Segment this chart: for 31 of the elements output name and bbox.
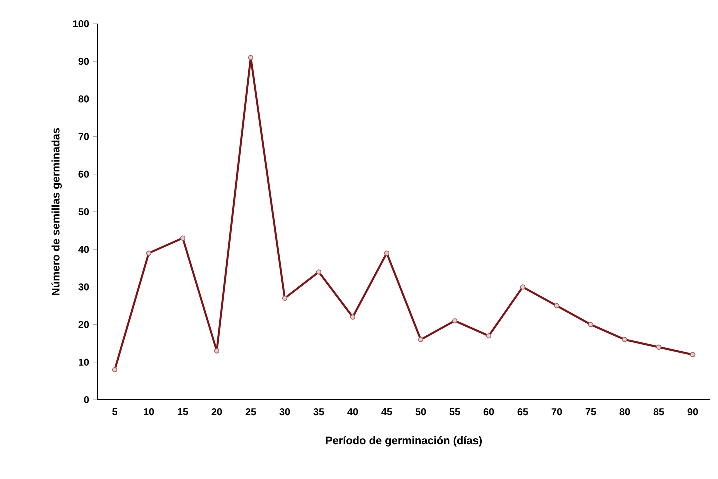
x-tick-label: 80 xyxy=(620,408,630,416)
x-tick-label: 90 xyxy=(688,408,698,416)
y-tick-label: 30 xyxy=(78,284,90,291)
y-axis-title: Número de semillas germinadas xyxy=(52,128,62,296)
x-tick-label: 20 xyxy=(212,408,222,416)
x-tick-label: 85 xyxy=(654,408,664,416)
y-tick-label: 10 xyxy=(79,358,90,366)
y-tick-label: 90 xyxy=(78,58,90,66)
y-tick-label: 0 xyxy=(84,396,90,404)
x-tick-label: 60 xyxy=(484,408,494,416)
x-tick-label: 55 xyxy=(450,408,460,416)
y-tick-label: 20 xyxy=(78,321,90,328)
x-tick-label: 65 xyxy=(518,408,528,416)
x-tick-label: 40 xyxy=(348,408,358,416)
x-axis-title: Período de germinación (días) xyxy=(326,436,482,447)
x-tick-label: 70 xyxy=(552,408,562,416)
x-tick-label: 75 xyxy=(586,408,596,416)
x-tick-label: 35 xyxy=(314,408,324,416)
y-tick-label: 60 xyxy=(78,170,90,178)
x-tick-label: 5 xyxy=(112,408,118,416)
y-tick-label: 70 xyxy=(78,133,90,140)
y-tick-label: 50 xyxy=(78,208,90,216)
y-tick-label: 40 xyxy=(78,246,90,254)
x-tick-label: 15 xyxy=(178,408,188,416)
x-tick-label: 45 xyxy=(382,408,392,416)
y-tick-label: 80 xyxy=(78,96,90,103)
y-tick-label: 100 xyxy=(73,20,90,28)
x-tick-label: 10 xyxy=(144,408,154,416)
x-tick-label: 30 xyxy=(280,408,290,416)
x-tick-label: 25 xyxy=(246,408,256,416)
x-tick-label: 50 xyxy=(416,408,426,416)
